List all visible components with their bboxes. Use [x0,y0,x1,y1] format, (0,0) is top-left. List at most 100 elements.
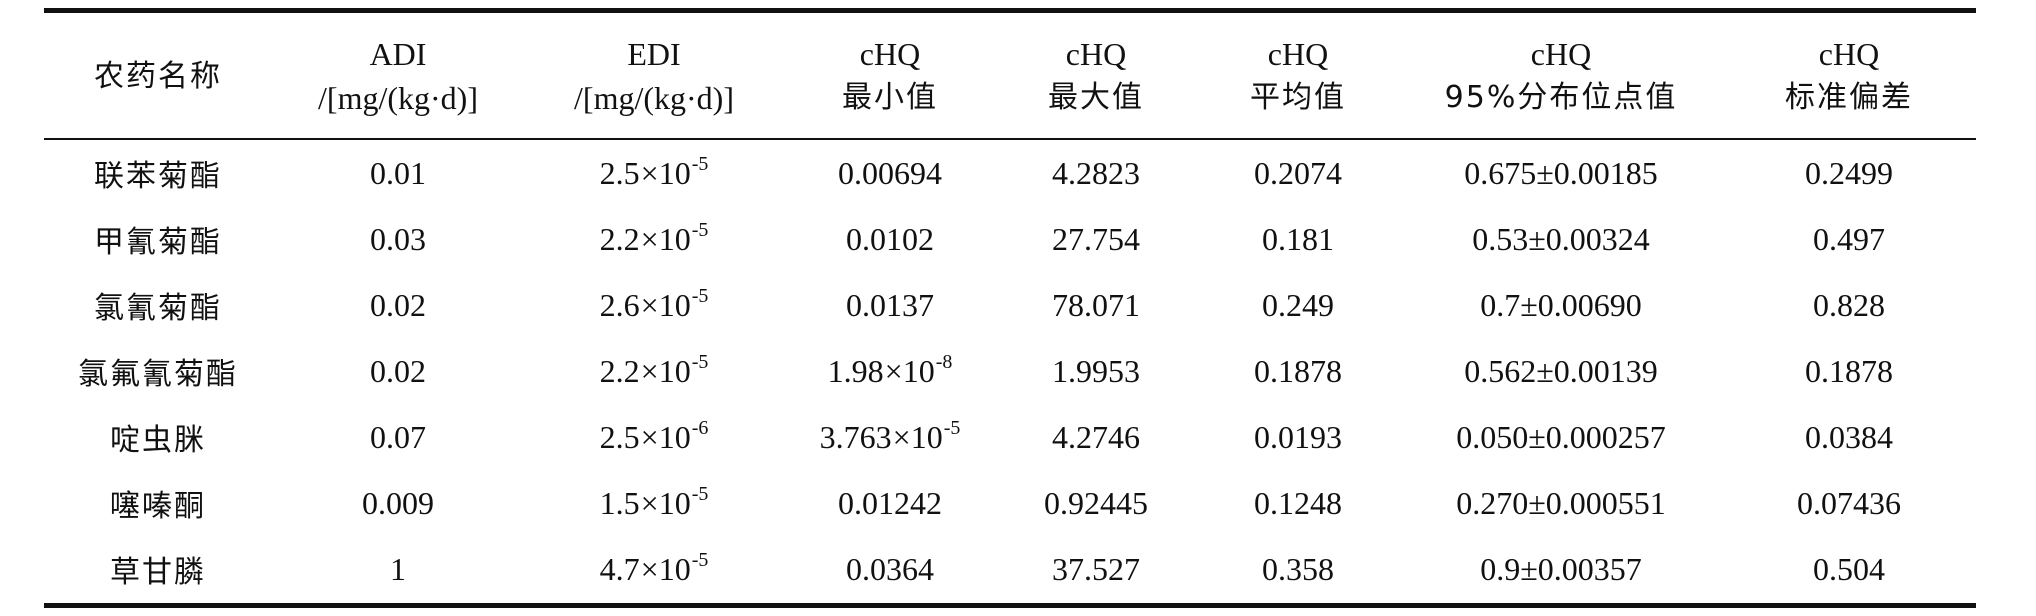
chq-mean-value: 0.358 [1262,550,1334,587]
cell-chq-max: 1.9953 [996,338,1196,404]
edi-multiplier: ×10 [640,220,691,257]
edi-mantissa: 2.5 [599,418,640,455]
edi-multiplier: ×10 [640,154,691,191]
cell-pesticide-name: 联苯菊酯 [44,140,272,206]
cell-chq-mean: 0.249 [1196,272,1400,338]
cell-chq-mean: 0.0193 [1196,404,1400,470]
header-label-line1: cHQ [1818,35,1880,72]
pesticide-name: 噻嗪酮 [110,489,206,524]
chq-p95-value: 0.050±0.000257 [1456,418,1666,455]
edi-multiplier: ×10 [640,418,691,455]
chq-max-value: 4.2746 [1052,418,1140,455]
cell-edi: 4.7×10-5 [524,536,784,602]
header-label-line1: cHQ [1065,35,1127,72]
chq-mean-value: 0.0193 [1254,418,1342,455]
table-row: 氯氟氰菊酯 0.02 2.2×10-5 1.98×10-8 1.9953 0.1878 0.… [44,338,1976,404]
header-chq-mean: cHQ 平均值 [1196,13,1400,138]
edi-exponent: -5 [691,152,709,175]
edi-mantissa: 1.5 [599,484,640,521]
chq-min-mantissa: 3.763 [819,418,892,455]
chq-min-exponent: -8 [935,350,953,373]
pesticide-name: 啶虫脒 [110,423,206,458]
cell-chq-mean: 0.358 [1196,536,1400,602]
chq-mean-value: 0.181 [1262,220,1334,257]
cell-chq-min: 0.01242 [784,470,996,536]
cell-chq-sd: 0.828 [1722,272,1976,338]
chq-sd-value: 0.2499 [1805,154,1893,191]
edi-exponent: -5 [691,350,709,373]
cell-chq-p95: 0.050±0.000257 [1400,404,1722,470]
cell-adi: 0.02 [272,272,524,338]
header-label-line2: 平均值 [1250,79,1346,115]
header-chq-min: cHQ 最小值 [784,13,996,138]
chq-p95-value: 0.7±0.00690 [1480,286,1642,323]
chq-sd-value: 0.07436 [1797,484,1901,521]
cell-pesticide-name: 噻嗪酮 [44,470,272,536]
chq-min-exponent: -5 [943,416,961,439]
edi-multiplier: ×10 [640,286,691,323]
header-pesticide-name: 农药名称 [44,13,272,138]
table-row: 甲氰菊酯 0.03 2.2×10-5 0.0102 27.754 0.181 0.53±0.… [44,206,1976,272]
cell-adi: 0.03 [272,206,524,272]
header-label-line2: /[mg/(kg·d)] [574,79,734,116]
adi-value: 0.03 [370,220,426,257]
edi-exponent: -5 [691,548,709,571]
cell-chq-min: 0.0364 [784,536,996,602]
table-row: 啶虫脒 0.07 2.5×10-6 3.763 ×10 -5 4.2746 0.0193 0.0… [44,404,1976,470]
chq-sd-value: 0.504 [1813,550,1885,587]
cell-edi: 2.5×10-6 [524,404,784,470]
chq-sd-value: 0.0384 [1805,418,1893,455]
cell-adi: 0.02 [272,338,524,404]
pesticide-name: 甲氰菊酯 [94,225,222,260]
chq-sd-value: 0.828 [1813,286,1885,323]
table-row: 氯氰菊酯 0.02 2.6×10-5 0.0137 78.071 0.249 0.7±0.0… [44,272,1976,338]
cell-pesticide-name: 氯氰菊酯 [44,272,272,338]
cell-pesticide-name: 氯氟氰菊酯 [44,338,272,404]
chq-max-value: 4.2823 [1052,154,1140,191]
header-adi: ADI /[mg/(kg·d)] [272,13,524,138]
adi-value: 0.02 [370,286,426,323]
adi-value: 0.02 [370,352,426,389]
cell-chq-p95: 0.270±0.000551 [1400,470,1722,536]
cell-edi: 2.2×10-5 [524,206,784,272]
chq-max-value: 27.754 [1052,220,1140,257]
edi-mantissa: 4.7 [599,550,640,587]
chq-sd-value: 0.497 [1813,220,1885,257]
cell-adi: 0.01 [272,140,524,206]
chq-min-multiplier: ×10 [884,352,935,389]
header-label-line1: EDI [627,35,681,72]
cell-chq-mean: 0.2074 [1196,140,1400,206]
header-chq-sd: cHQ 标准偏差 [1722,13,1976,138]
chq-p95-value: 0.562±0.00139 [1464,352,1658,389]
header-edi: EDI /[mg/(kg·d)] [524,13,784,138]
pesticide-name: 氯氟氰菊酯 [78,357,238,392]
chq-min-value: 0.0102 [846,220,934,257]
edi-exponent: -5 [691,218,709,241]
header-chq-p95: cHQ 95%分布位点值 [1400,13,1722,138]
cell-pesticide-name: 甲氰菊酯 [44,206,272,272]
chq-min-mantissa: 1.98 [827,352,884,389]
header-label-line2: 95%分布位点值 [1444,79,1678,115]
edi-exponent: -6 [691,416,709,439]
edi-mantissa: 2.2 [599,220,640,257]
cell-edi: 2.6×10-5 [524,272,784,338]
chq-mean-value: 0.1878 [1254,352,1342,389]
header-label-line1: ADI [369,35,427,72]
cell-chq-mean: 0.1878 [1196,338,1400,404]
cell-adi: 1 [272,536,524,602]
cell-chq-sd: 0.497 [1722,206,1976,272]
cell-chq-p95: 0.53±0.00324 [1400,206,1722,272]
cell-chq-max: 27.754 [996,206,1196,272]
chq-sd-value: 0.1878 [1805,352,1893,389]
cell-chq-mean: 0.181 [1196,206,1400,272]
cell-chq-p95: 0.562±0.00139 [1400,338,1722,404]
header-label-line2: 标准偏差 [1785,79,1913,115]
header-label: 农药名称 [94,58,222,94]
header-label-line1: cHQ [1530,35,1592,72]
chq-min-value: 0.01242 [838,484,942,521]
header-label-line2: 最小值 [842,79,938,115]
edi-mantissa: 2.2 [599,352,640,389]
cell-adi: 0.07 [272,404,524,470]
table-bottom-rule [44,603,1976,608]
chq-p95-value: 0.270±0.000551 [1456,484,1666,521]
